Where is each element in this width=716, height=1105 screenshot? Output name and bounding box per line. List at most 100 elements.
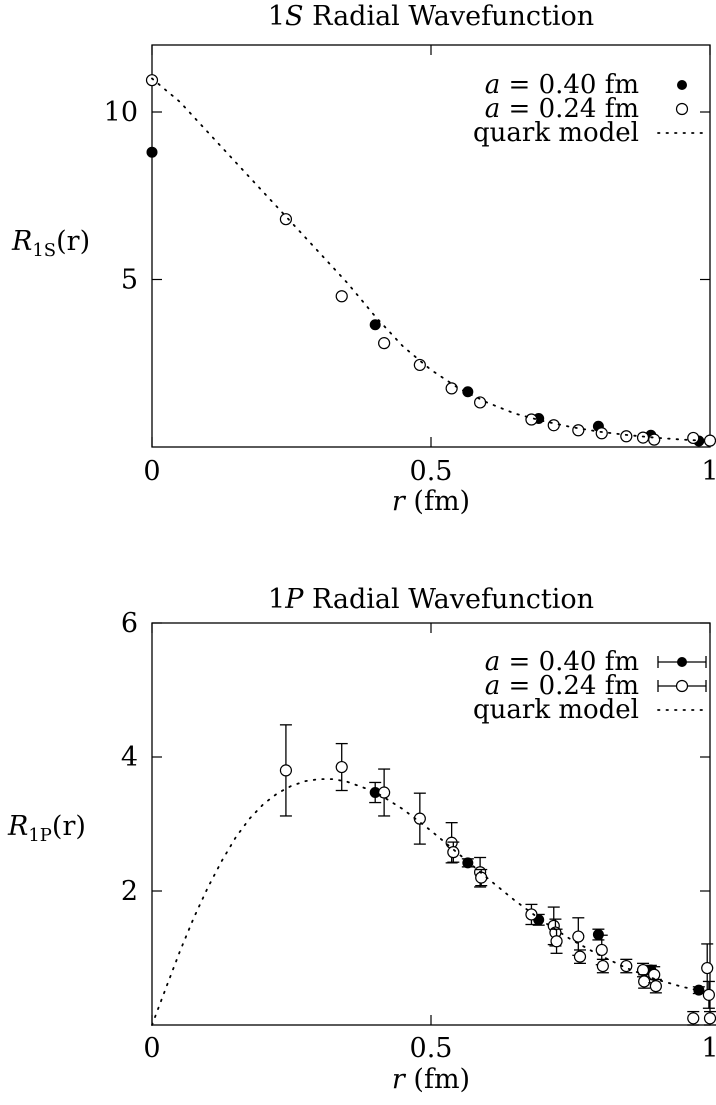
data-point bbox=[688, 432, 699, 443]
data-point bbox=[336, 744, 348, 791]
marker-open bbox=[705, 1013, 716, 1024]
data-point bbox=[446, 383, 457, 394]
marker-open bbox=[280, 765, 291, 776]
marker-filled bbox=[147, 147, 157, 157]
data-point bbox=[147, 75, 158, 86]
y-axis-label: R1P(r) bbox=[7, 811, 86, 846]
title-state: S bbox=[285, 1, 304, 32]
x-tick-label: 0.5 bbox=[410, 1033, 453, 1064]
series-2 bbox=[280, 725, 716, 1025]
marker-open bbox=[573, 425, 584, 436]
data-point bbox=[574, 950, 586, 963]
marker-open bbox=[379, 338, 390, 349]
marker-open bbox=[688, 1013, 699, 1024]
marker-open bbox=[705, 435, 716, 446]
marker-open bbox=[336, 291, 347, 302]
x-tick-label: 0 bbox=[143, 456, 160, 487]
y-label-subscript: 1P bbox=[28, 825, 52, 846]
marker-open bbox=[573, 931, 584, 942]
data-point bbox=[462, 858, 474, 868]
y-label-arg: (r) bbox=[56, 226, 90, 257]
x-tick-label: 1 bbox=[701, 456, 716, 487]
data-point bbox=[280, 214, 291, 225]
marker-open bbox=[548, 420, 559, 431]
data-point bbox=[621, 431, 632, 442]
marker-open bbox=[379, 787, 390, 798]
chart-title: 1P Radial Wavefunction bbox=[268, 584, 594, 615]
title-text: Radial Wavefunction bbox=[303, 584, 594, 615]
marker-open bbox=[621, 431, 632, 442]
data-point bbox=[280, 725, 292, 816]
data-point bbox=[649, 434, 660, 445]
y-label-subscript: 1S bbox=[32, 240, 56, 261]
y-tick-label: 2 bbox=[121, 876, 138, 907]
marker-open bbox=[336, 762, 347, 773]
chart-title: 1S Radial Wavefunction bbox=[268, 1, 594, 32]
x-tick-label: 0.5 bbox=[410, 456, 453, 487]
series-3 bbox=[152, 779, 710, 1025]
legend-marker-filled bbox=[677, 80, 687, 90]
data-point bbox=[592, 929, 604, 940]
marker-open bbox=[638, 432, 649, 443]
y-label-var: R bbox=[11, 226, 32, 257]
data-point bbox=[704, 1012, 716, 1025]
marker-open bbox=[638, 965, 649, 976]
data-point bbox=[597, 959, 609, 972]
y-axis-label: R1S(r) bbox=[11, 226, 90, 261]
marker-open bbox=[650, 981, 661, 992]
title-number: 1 bbox=[268, 1, 285, 32]
x-label-unit: (fm) bbox=[405, 1064, 470, 1095]
marker-open bbox=[596, 428, 607, 439]
marker-open bbox=[649, 434, 660, 445]
marker-filled bbox=[463, 858, 473, 868]
marker-open bbox=[280, 214, 291, 225]
data-point bbox=[687, 1012, 699, 1025]
y-label-var: R bbox=[7, 811, 28, 842]
data-point bbox=[596, 428, 607, 439]
data-point bbox=[638, 432, 649, 443]
marker-open bbox=[147, 75, 158, 86]
data-point bbox=[705, 435, 716, 446]
title-text: Radial Wavefunction bbox=[304, 1, 595, 32]
legend-marker-open bbox=[677, 104, 688, 115]
legend-marker-open bbox=[677, 681, 688, 692]
marker-open bbox=[446, 383, 457, 394]
data-point bbox=[701, 944, 713, 992]
y-tick-label: 10 bbox=[104, 97, 138, 128]
marker-open bbox=[414, 359, 425, 370]
title-state: P bbox=[284, 584, 304, 615]
marker-open bbox=[688, 432, 699, 443]
data-point bbox=[378, 769, 390, 816]
y-tick-label: 4 bbox=[121, 742, 138, 773]
marker-open bbox=[703, 989, 714, 1000]
marker-open bbox=[448, 847, 459, 858]
y-tick-label: 6 bbox=[121, 608, 138, 639]
quark-model-curve bbox=[152, 779, 710, 1025]
data-point bbox=[414, 359, 425, 370]
legend-text: quark model bbox=[473, 118, 639, 148]
y-label-arg: (r) bbox=[52, 811, 86, 842]
data-point bbox=[548, 420, 559, 431]
chart-1: 1S Radial Wavefunction0 0.5 1510r (fm)R1S(… bbox=[11, 1, 716, 517]
y-tick-label: 5 bbox=[121, 265, 138, 296]
data-point bbox=[703, 981, 715, 1008]
marker-open bbox=[476, 872, 487, 883]
series-1 bbox=[147, 147, 704, 446]
data-point bbox=[379, 338, 390, 349]
x-axis-label: r (fm) bbox=[392, 486, 470, 517]
marker-open bbox=[597, 961, 608, 972]
marker-open bbox=[639, 976, 650, 987]
x-axis-label: r (fm) bbox=[392, 1064, 470, 1095]
legend-label: quark model bbox=[473, 118, 639, 148]
legend-marker-filled bbox=[677, 657, 687, 667]
x-label-unit: (fm) bbox=[405, 486, 470, 517]
marker-open bbox=[551, 936, 562, 947]
data-point bbox=[147, 147, 157, 157]
marker-open bbox=[574, 951, 585, 962]
data-point bbox=[336, 291, 347, 302]
data-point bbox=[650, 979, 662, 992]
